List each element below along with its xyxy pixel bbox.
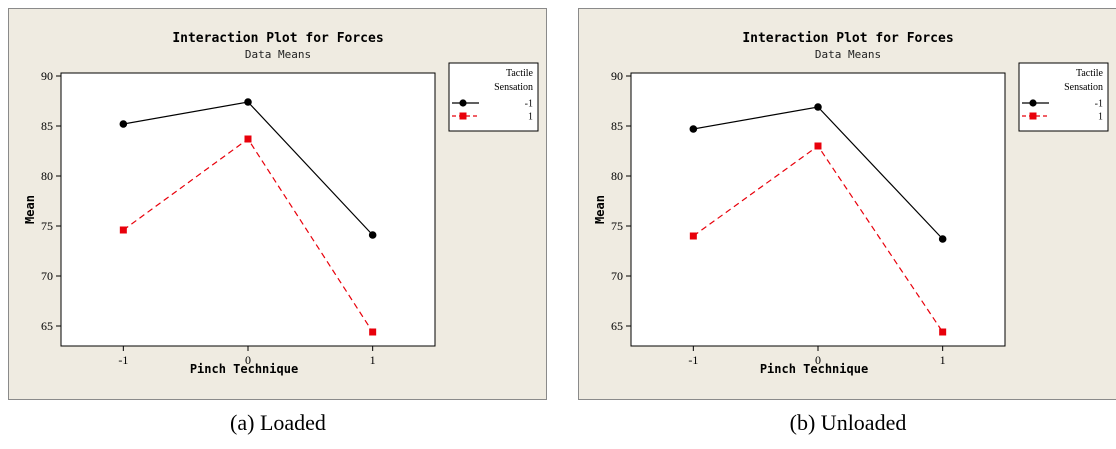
- chart-title: Interaction Plot for Forces: [172, 31, 383, 46]
- y-tick-label: 75: [41, 219, 53, 233]
- x-tick-label: 0: [815, 353, 821, 367]
- legend-title: Tactile: [1076, 68, 1104, 79]
- data-point: [369, 328, 377, 336]
- legend-label: 1: [1098, 112, 1103, 123]
- legend-box: [448, 62, 539, 132]
- y-tick-label: 85: [41, 119, 53, 133]
- caption-unloaded: (b) Unloaded: [789, 410, 907, 435]
- legend-label: -1: [525, 99, 533, 110]
- legend-marker: [1029, 99, 1037, 107]
- data-point: [244, 135, 252, 143]
- legend-marker: [1029, 112, 1037, 120]
- legend-label: -1: [1095, 99, 1103, 110]
- interaction-plot-loaded: Interaction Plot for Forces Data Means 65 7…: [8, 8, 547, 400]
- x-tick-label: 1: [370, 353, 376, 367]
- legend-title: Sensation: [494, 82, 533, 93]
- x-tick-label: 1: [940, 353, 946, 367]
- y-tick-label: 65: [41, 319, 53, 333]
- x-tick-label: -1: [118, 353, 128, 367]
- y-axis-label: Mean: [593, 195, 607, 224]
- data-point: [689, 125, 698, 133]
- data-point: [814, 142, 822, 150]
- data-point: [939, 328, 947, 336]
- legend-label: 1: [528, 112, 533, 123]
- y-tick-label: 80: [611, 169, 623, 183]
- data-point: [368, 231, 377, 239]
- y-tick-label: 65: [611, 319, 623, 333]
- x-axis-label: Pinch Technique: [760, 362, 868, 376]
- data-point: [938, 235, 947, 243]
- plot-area: [60, 72, 436, 347]
- plot-area: [630, 72, 1006, 347]
- interaction-plot-unloaded: Interaction Plot for Forces Data Means 65 7…: [578, 8, 1116, 400]
- chart-panel-loaded: Interaction Plot for Forces Data Means 65 7…: [8, 0, 548, 449]
- chart-panel-unloaded: Interaction Plot for Forces Data Means 65 7…: [578, 0, 1116, 449]
- y-tick-label: 90: [41, 69, 53, 83]
- y-tick-label: 70: [41, 269, 53, 283]
- y-tick-label: 90: [611, 69, 623, 83]
- x-tick-label: 0: [245, 353, 251, 367]
- legend-marker: [459, 112, 467, 120]
- y-tick-label: 70: [611, 269, 623, 283]
- caption-loaded: (a) Loaded: [230, 410, 326, 435]
- chart-title: Interaction Plot for Forces: [742, 31, 953, 46]
- data-point: [119, 226, 127, 234]
- x-axis-label: Pinch Technique: [190, 362, 298, 376]
- chart-subtitle: Data Means: [245, 48, 311, 61]
- y-tick-label: 85: [611, 119, 623, 133]
- chart-subtitle: Data Means: [815, 48, 881, 61]
- data-point: [119, 120, 128, 128]
- y-tick-label: 75: [611, 219, 623, 233]
- legend-marker: [459, 99, 467, 107]
- y-tick-label: 80: [41, 169, 53, 183]
- legend-box: [1018, 62, 1109, 132]
- data-point: [689, 232, 697, 240]
- data-point: [814, 103, 822, 111]
- legend-title: Sensation: [1064, 82, 1103, 93]
- legend-title: Tactile: [506, 68, 534, 79]
- data-point: [244, 98, 252, 106]
- y-axis-label: Mean: [23, 195, 37, 224]
- x-tick-label: -1: [688, 353, 698, 367]
